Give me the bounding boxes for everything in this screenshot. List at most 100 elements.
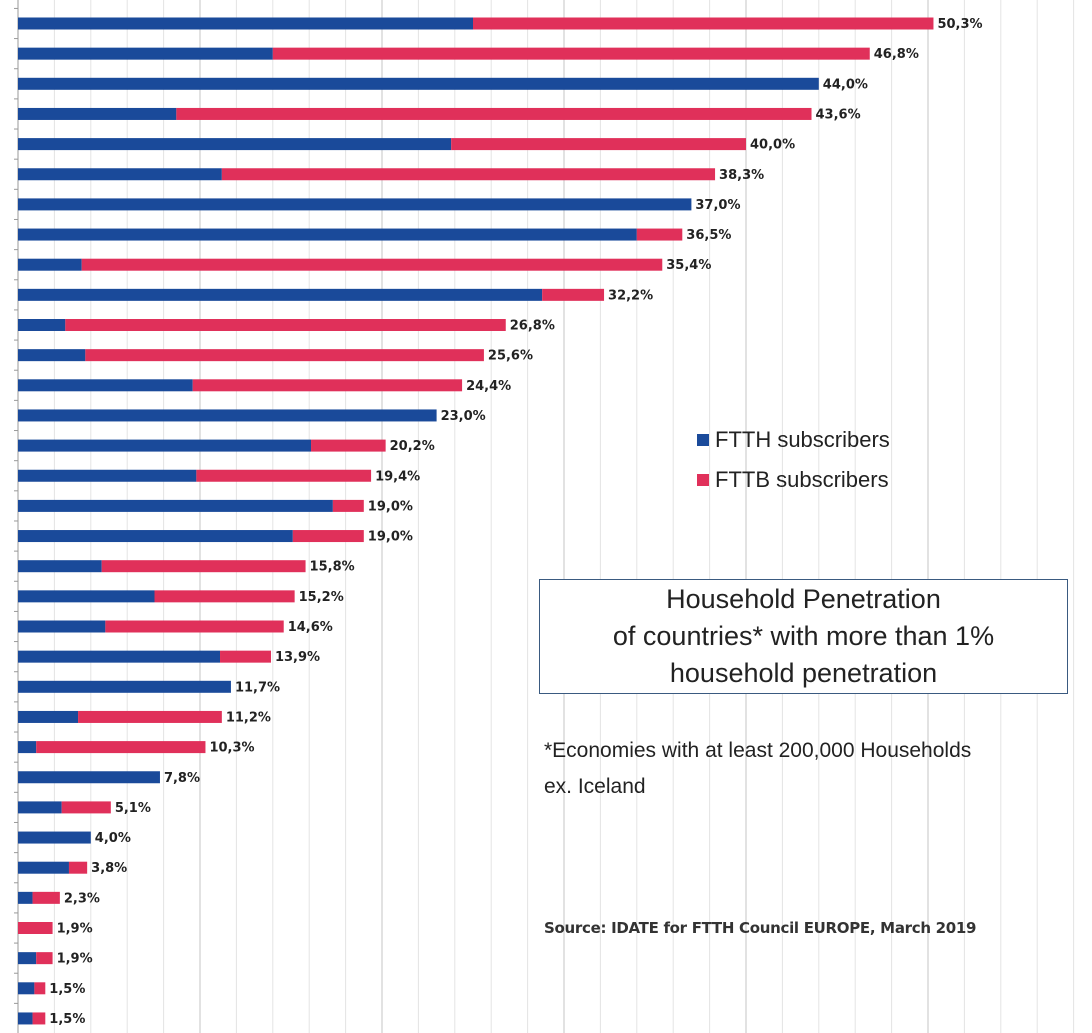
bar-fttb [85,349,484,362]
data-label: 46,8% [874,47,919,62]
bar-fttb [81,258,663,271]
data-label: 11,2% [226,710,271,725]
bar-fttb [473,17,934,30]
chart-title-line-1: Household Penetration [666,584,941,614]
bar-ftth [18,379,193,392]
legend-swatch-ftth [697,434,709,446]
bar-fttb [36,741,206,754]
bar-ftth [18,710,79,723]
bar-fttb [332,499,364,512]
footnote: *Economies with at least 200,000 Househo… [544,733,1084,805]
data-label: 10,3% [209,741,254,756]
data-label: 7,8% [164,771,200,786]
data-label: 3,8% [91,861,127,876]
bar-fttb [154,590,295,603]
data-label: 15,2% [299,590,344,605]
data-label: 25,6% [488,349,533,364]
bar-ftth [18,1012,33,1025]
data-label: 19,0% [368,530,413,545]
bar-fttb [101,560,306,573]
bar-ftth [18,861,69,874]
data-label: 1,9% [57,952,93,967]
bar-fttb [68,861,88,874]
data-label: 36,5% [686,228,731,243]
bar-fttb [192,379,463,392]
data-label: 13,9% [275,650,320,665]
bar-fttb [18,922,53,934]
data-label: 44,0% [823,77,868,92]
bar-ftth [18,198,692,211]
bar-fttb [292,530,364,543]
data-label: 35,4% [666,258,711,273]
legend-label-fttb: FTTB subscribers [715,467,889,492]
bar-ftth [18,801,62,814]
bar-fttb [311,439,386,452]
bar-ftth [18,952,37,965]
bar-ftth [18,409,437,422]
bar-ftth [18,741,37,754]
data-label: 19,0% [368,499,413,514]
bar-ftth [18,138,452,151]
bar-ftth [18,319,66,331]
bar-fttb [34,982,46,995]
bar-fttb [61,801,111,814]
data-label: 20,2% [390,439,435,454]
bar-ftth [18,168,222,181]
bar-ftth [18,680,231,693]
chart-title-line-3: household penetration [669,658,938,688]
chart-title-box: Household Penetration of countries* with… [539,579,1068,694]
bar-ftth [18,530,293,543]
bar-ftth [18,560,102,573]
data-label: 38,3% [719,168,764,183]
bar-fttb [272,47,870,60]
data-label: 24,4% [466,379,511,394]
bar-ftth [18,499,333,512]
bar-fttb [636,228,683,241]
legend-item-ftth: FTTH subscribers [697,420,890,460]
bar-ftth [18,891,33,904]
footnote-line-1: *Economies with at least 200,000 Househo… [544,739,972,762]
footnote-line-2: ex. Iceland [544,775,646,798]
data-label: 5,1% [115,801,151,816]
source-note: Source: IDATE for FTTH Council EUROPE, M… [544,919,977,937]
data-label: 14,6% [288,620,333,635]
data-label: 19,4% [375,469,420,484]
bar-fttb [36,952,53,965]
data-label: 43,6% [816,107,861,122]
bar-fttb [221,168,716,181]
data-label: 26,8% [510,319,555,334]
legend: FTTH subscribers FTTB subscribers [697,420,890,500]
bar-ftth [18,228,637,241]
bar-ftth [18,982,35,995]
legend-label-ftth: FTTH subscribers [715,427,890,452]
bar-ftth [18,620,106,633]
data-label: 40,0% [750,138,795,153]
bar-ftth [18,831,91,844]
data-label: 4,0% [95,831,131,846]
data-label: 32,2% [608,288,653,303]
bar-fttb [32,891,60,904]
data-label: 50,3% [937,17,982,32]
bar-fttb [176,107,812,120]
bar-fttb [220,650,271,663]
legend-swatch-fttb [697,474,709,486]
bar-ftth [18,771,160,784]
bar-ftth [18,469,197,482]
data-label: 15,8% [310,560,355,575]
bar-ftth [18,349,86,362]
data-label: 23,0% [441,409,486,424]
bar-fttb [451,138,746,151]
bar-ftth [18,107,177,120]
bar-ftth [18,77,819,90]
data-label: 1,9% [57,922,93,937]
bar-fttb [78,710,222,723]
bar-fttb [196,469,372,482]
bar-fttb [32,1012,46,1025]
bar-fttb [105,620,284,633]
bar-ftth [18,439,312,452]
bar-ftth [18,590,155,603]
data-label: 2,3% [64,891,100,906]
bar-ftth [18,17,473,30]
bar-ftth [18,650,221,663]
